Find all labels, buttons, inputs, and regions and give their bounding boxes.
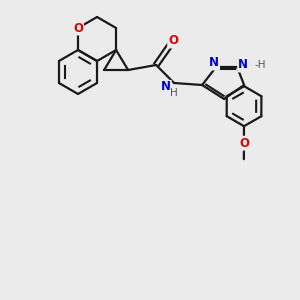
Text: N: N (238, 58, 248, 71)
Text: H: H (170, 88, 178, 98)
Text: O: O (168, 34, 178, 47)
Text: O: O (73, 22, 83, 34)
Text: N: N (161, 80, 171, 94)
Text: -H: -H (254, 60, 266, 70)
Text: O: O (239, 137, 249, 150)
Text: N: N (209, 56, 219, 70)
